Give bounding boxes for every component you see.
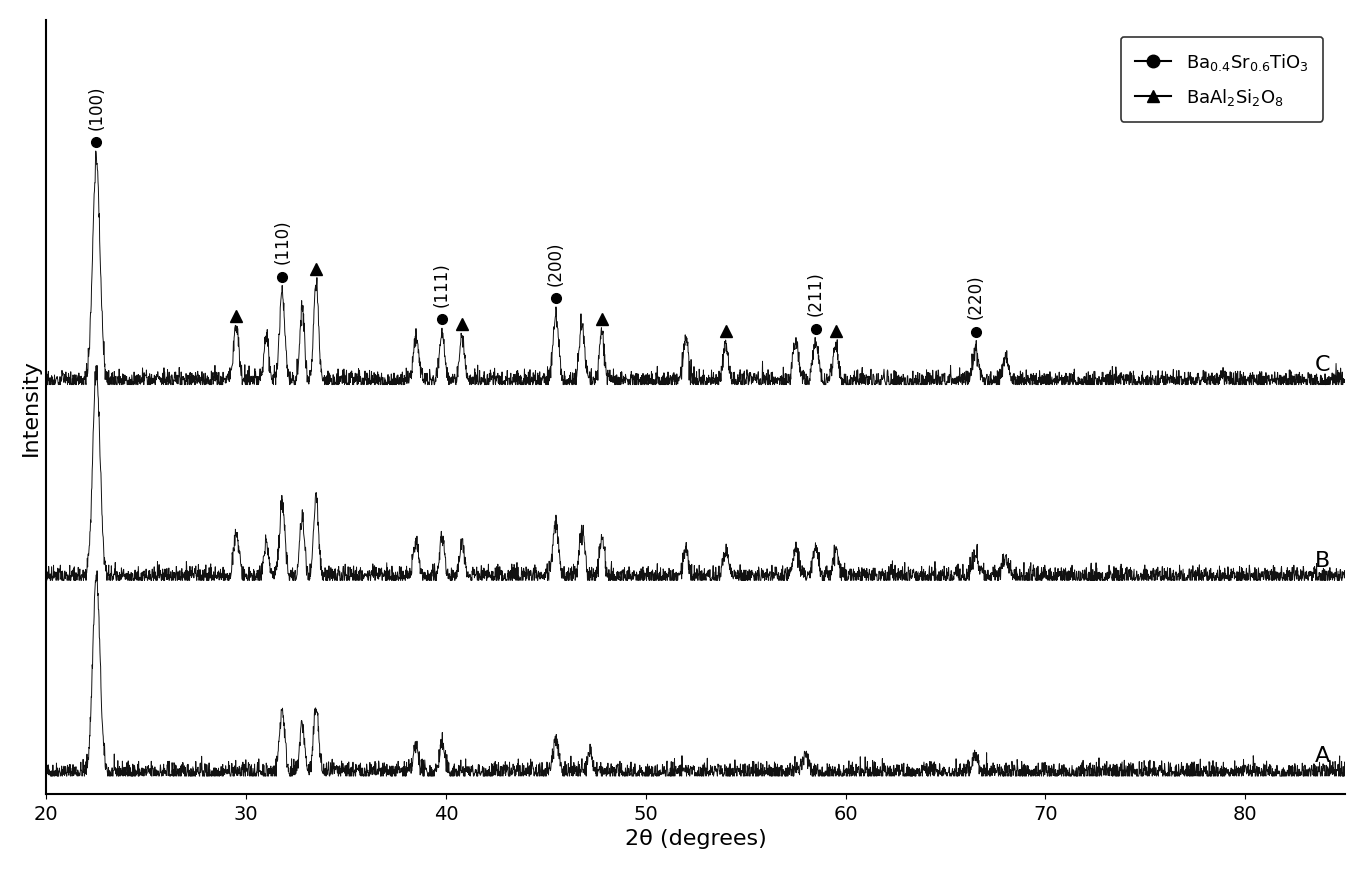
Text: (200): (200) xyxy=(546,241,566,285)
X-axis label: 2θ (degrees): 2θ (degrees) xyxy=(624,828,766,848)
Y-axis label: Intensity: Intensity xyxy=(20,359,41,455)
Text: (100): (100) xyxy=(87,85,105,129)
Legend: Ba$_{0.4}$Sr$_{0.6}$TiO$_3$, BaAl$_2$Si$_2$O$_8$: Ba$_{0.4}$Sr$_{0.6}$TiO$_3$, BaAl$_2$Si$… xyxy=(1120,37,1324,123)
Text: (211): (211) xyxy=(807,271,825,315)
Text: C: C xyxy=(1315,355,1330,375)
Text: (110): (110) xyxy=(273,219,291,264)
Text: B: B xyxy=(1315,550,1330,570)
Text: (220): (220) xyxy=(967,275,985,319)
Text: (111): (111) xyxy=(433,262,451,307)
Text: A: A xyxy=(1315,746,1330,766)
